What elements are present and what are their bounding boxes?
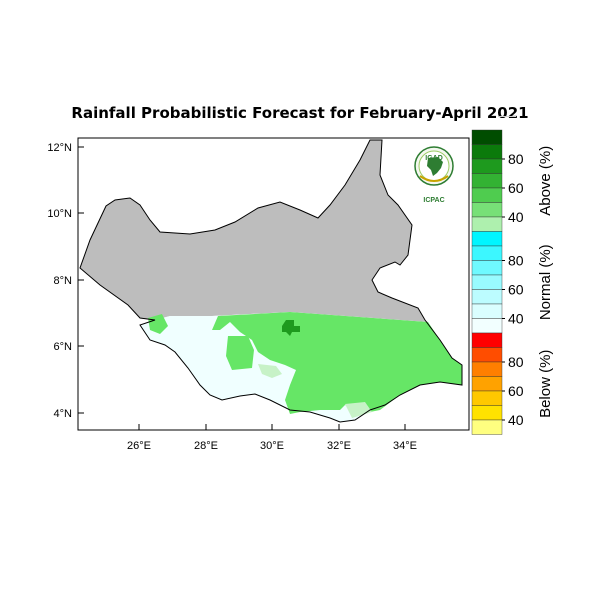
colorbar: 80 60 40 Above (%) 80 60 40 Normal (%) 80 60 40 Bel… xyxy=(471,129,554,435)
above-west-patch xyxy=(226,336,254,370)
colorbar-tick-label: 80 xyxy=(508,151,524,167)
colorbar-group-label: Above (%) xyxy=(537,146,554,216)
y-tick-label: 8°N xyxy=(54,275,73,287)
colorbar-cell xyxy=(471,361,503,377)
x-tick-label: 32°E xyxy=(327,440,351,452)
above-dark-patch xyxy=(282,320,300,336)
plot-frame xyxy=(77,137,470,431)
grey-region xyxy=(80,140,428,322)
colorbar-cell xyxy=(471,202,503,218)
map-layer xyxy=(79,139,463,423)
light-green-patch-2 xyxy=(345,402,372,418)
colorbar-cell xyxy=(471,129,503,145)
colorbar-cell xyxy=(471,332,503,348)
above-sw-patch xyxy=(148,314,168,334)
colorbar-cell xyxy=(471,318,503,334)
map-title: Rainfall Probabilistic Forecast for Febr… xyxy=(71,104,529,122)
y-tick-label: 6°N xyxy=(54,341,73,353)
igad-logo: IGAD ICPAC xyxy=(414,146,454,204)
colorbar-tick-label: 80 xyxy=(508,253,524,269)
logo-subtitle: ICPAC xyxy=(423,197,444,204)
colorbar-cell xyxy=(471,245,503,261)
colorbar-cell xyxy=(471,390,503,406)
logo-name: IGAD xyxy=(425,155,443,162)
x-tick-label: 34°E xyxy=(393,440,417,452)
colorbar-tick-label: 40 xyxy=(508,311,524,327)
colorbar-tick-label: 60 xyxy=(508,383,524,399)
x-tick-label: 26°E xyxy=(127,440,151,452)
laurel-icon xyxy=(419,175,449,182)
colorbar-tick-label: 40 xyxy=(508,209,524,225)
colorbar-tick-label: 80 xyxy=(508,354,524,370)
x-axis: 26°E 28°E 30°E 32°E 34°E xyxy=(127,424,417,452)
colorbar-cell xyxy=(471,216,503,232)
colorbar-tick-label: 60 xyxy=(508,180,524,196)
x-tick-label: 28°E xyxy=(194,440,218,452)
colorbar-cell xyxy=(471,289,503,305)
colorbar-group-label: Below (%) xyxy=(537,350,554,418)
colorbar-cell xyxy=(471,274,503,290)
colorbar-cell xyxy=(471,405,503,421)
colorbar-cell xyxy=(471,260,503,276)
colorbar-cell xyxy=(471,187,503,203)
y-tick-label: 4°N xyxy=(54,408,73,420)
y-axis: 12°N 10°N 8°N 6°N 4°N xyxy=(47,142,84,420)
y-tick-label: 10°N xyxy=(47,208,72,220)
colorbar-tick-label: 40 xyxy=(508,412,524,428)
colorbar-cell xyxy=(471,173,503,189)
colorbar-cell xyxy=(471,303,503,319)
above-region xyxy=(212,312,462,414)
y-tick-label: 12°N xyxy=(47,142,72,154)
title-decoration xyxy=(498,116,516,117)
x-tick-label: 30°E xyxy=(260,440,284,452)
colorbar-cell xyxy=(471,158,503,174)
colorbar-cell xyxy=(471,419,503,435)
colorbar-tick-label: 60 xyxy=(508,282,524,298)
colorbar-cell xyxy=(471,347,503,363)
colorbar-cell xyxy=(471,231,503,247)
colorbar-cell xyxy=(471,376,503,392)
light-green-patch xyxy=(258,364,282,378)
colorbar-group-label: Normal (%) xyxy=(537,244,554,320)
africa-icon xyxy=(427,157,443,176)
country-border xyxy=(79,139,463,423)
colorbar-cell xyxy=(471,144,503,160)
